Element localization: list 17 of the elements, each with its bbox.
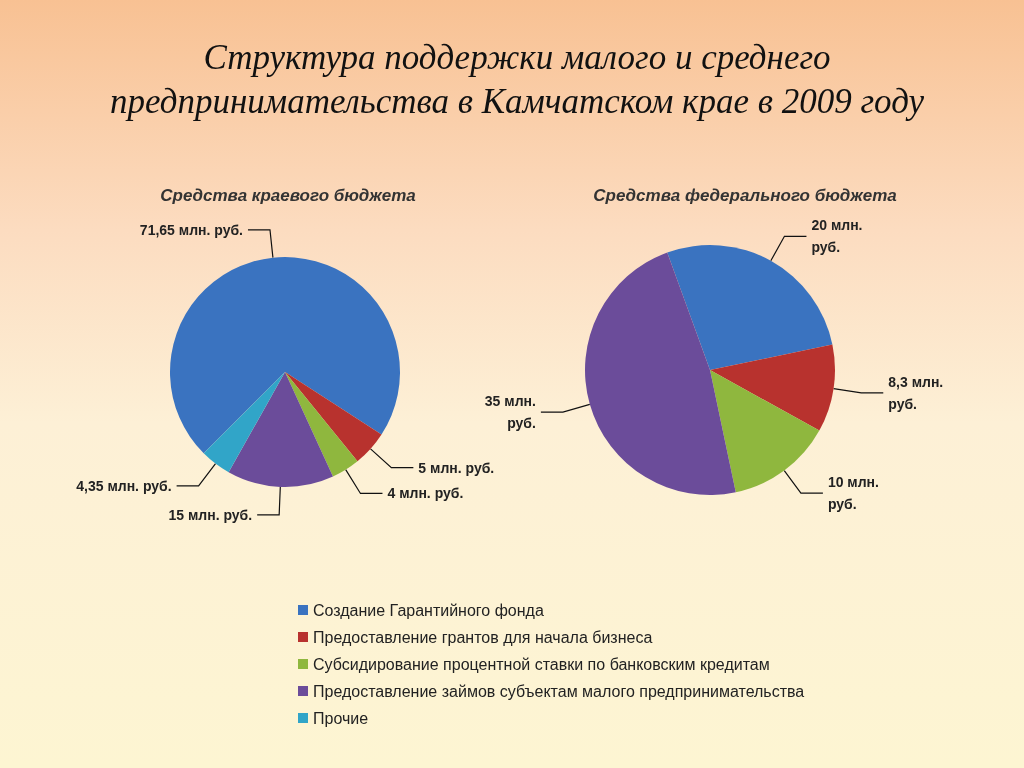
- legend-label: Предоставление грантов для начала бизнеса: [313, 628, 653, 646]
- chart-title: Средства федерального бюджета: [593, 186, 897, 205]
- legend-label: Субсидирование процентной ставки по банковским кредитам: [313, 655, 770, 673]
- data-label: 71,65 млн. руб.: [139, 221, 243, 238]
- legend-label: Прочие: [313, 709, 369, 727]
- data-label: 8,3 млн. руб.: [888, 373, 944, 412]
- chart-subtitle: Средства краевого бюджета: [160, 186, 416, 205]
- chart-title: Структура поддержки малого и среднего предпринимательства в Камчатском крае в 2009 году: [110, 37, 925, 121]
- data-label: 4,35 млн. руб.: [76, 477, 172, 494]
- data-label: 5 млн. руб.: [418, 459, 495, 476]
- legend-label: Предоставление займов субъектам малого предпринимательства: [313, 682, 805, 700]
- data-label: 15 млн. руб.: [168, 506, 253, 523]
- legend-label: Создание Гарантийного фонда: [313, 601, 544, 619]
- data-label: 10 млн. руб.: [827, 474, 879, 513]
- data-label: 35 млн. руб.: [484, 393, 536, 432]
- data-label: 4 млн. руб.: [387, 485, 464, 502]
- data-label: 20 млн. руб.: [811, 217, 863, 256]
